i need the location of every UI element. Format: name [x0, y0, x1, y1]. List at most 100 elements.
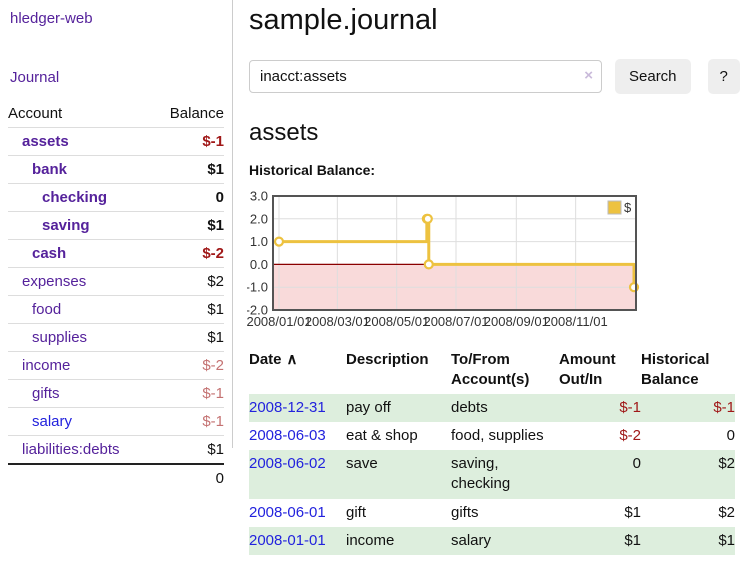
account-row: expenses $2: [8, 267, 224, 296]
account-balance: 0: [153, 183, 224, 212]
search-input[interactable]: [249, 60, 602, 93]
accounts-table: Account Balance assets $-1 bank $1 checking 0…: [8, 100, 224, 492]
account-link-liabilities-debts[interactable]: liabilities:debts: [22, 441, 120, 458]
register-header-accounts: To/From Account(s): [451, 351, 530, 389]
svg-text:1.0: 1.0: [250, 234, 268, 249]
svg-text:2008/05/01: 2008/05/01: [364, 314, 429, 329]
account-name-cell: supplies: [8, 323, 154, 352]
account-link-salary[interactable]: salary: [32, 413, 73, 430]
account-link-assets[interactable]: assets: [22, 133, 69, 150]
account-balance: $1: [153, 155, 224, 184]
transaction-accounts: food, supplies: [451, 426, 544, 444]
account-heading: assets: [249, 119, 319, 146]
svg-text:-1.0: -1.0: [247, 280, 268, 295]
account-balance: $1: [153, 435, 224, 465]
svg-text:2008/07/01: 2008/07/01: [423, 314, 488, 329]
account-row: food $1: [8, 295, 224, 324]
svg-text:2008/01/01: 2008/01/01: [247, 314, 312, 329]
account-link-gifts[interactable]: gifts: [32, 385, 60, 402]
transaction-date-link[interactable]: 2008-01-01: [249, 531, 326, 549]
sidebar-journal-link[interactable]: Journal: [10, 69, 60, 86]
account-name-cell: saving: [8, 211, 154, 240]
search-form: × Search ?: [249, 59, 740, 94]
account-name-cell: salary: [8, 407, 154, 436]
transaction-accounts: salary: [451, 531, 492, 549]
svg-text:3.0: 3.0: [250, 189, 268, 204]
account-row: salary $-1: [8, 407, 224, 436]
svg-text:2008/11/01: 2008/11/01: [544, 314, 608, 329]
register-row: 2008-06-01 gift gifts $1 $2: [249, 499, 735, 527]
transaction-amount: $-2: [619, 426, 641, 444]
account-link-bank[interactable]: bank: [32, 161, 68, 178]
account-balance: $1: [153, 295, 224, 324]
account-row: supplies $1: [8, 323, 224, 352]
main-content: sample.journal × Search ? assets Histori…: [233, 0, 742, 555]
account-name-cell: assets: [8, 127, 154, 156]
chart-svg: 3.0 2.0 1.0 0.0 -1.0 -2.02008/01/012008/03/01…: [247, 189, 640, 329]
transaction-amount: 0: [632, 455, 641, 472]
svg-text:$: $: [624, 200, 632, 215]
transaction-date-link[interactable]: 2008-06-03: [249, 426, 326, 444]
register-row: 2008-06-03 eat & shop food, supplies $-2 0: [249, 422, 735, 450]
accounts-total-value: 0: [153, 463, 224, 492]
transaction-amount: $1: [624, 531, 641, 549]
svg-text:0.0: 0.0: [250, 257, 268, 272]
account-row: cash $-2: [8, 239, 224, 268]
transaction-date-link[interactable]: 2008-12-31: [249, 398, 326, 416]
chart-label: Historical Balance:: [249, 162, 376, 178]
transaction-description: income: [346, 531, 395, 549]
transaction-date-link[interactable]: 2008-06-02: [249, 455, 326, 472]
register-header-row: Date ∧ Description To/From Account(s) Amo…: [249, 347, 735, 394]
account-row: bank $1: [8, 155, 224, 184]
register-header-balance: Historical Balance: [641, 351, 710, 389]
account-balance: $2: [153, 267, 224, 296]
transaction-balance: $-1: [713, 398, 735, 416]
app-layout: hledger-web Journal Account Balance asse…: [0, 0, 742, 555]
account-link-saving[interactable]: saving: [42, 217, 90, 234]
accounts-header-account: Account: [8, 100, 154, 128]
transaction-balance: $2: [718, 455, 735, 472]
sidebar: hledger-web Journal Account Balance asse…: [0, 0, 233, 492]
transaction-balance: $2: [718, 503, 735, 521]
transaction-accounts: saving, checking: [451, 455, 511, 493]
account-link-income[interactable]: income: [22, 357, 71, 374]
account-balance: $-1: [153, 379, 224, 408]
transaction-date-link[interactable]: 2008-06-01: [249, 503, 326, 521]
register-header-date[interactable]: Date ∧: [249, 351, 298, 368]
account-row: assets $-1: [8, 127, 224, 156]
account-name-cell: expenses: [8, 267, 154, 296]
transaction-description: gift: [346, 503, 367, 521]
account-link-food[interactable]: food: [32, 301, 62, 318]
historical-balance-chart: 3.0 2.0 1.0 0.0 -1.0 -2.0 2008/01/01 2008/03/01…: [247, 187, 643, 339]
account-link-checking[interactable]: checking: [42, 189, 108, 206]
help-button[interactable]: ?: [707, 59, 740, 94]
transaction-description: eat & shop: [346, 426, 418, 444]
account-balance: $-2: [153, 351, 224, 380]
account-link-cash[interactable]: cash: [32, 245, 67, 262]
svg-text:2008/03/01: 2008/03/01: [305, 314, 370, 329]
search-button[interactable]: Search: [615, 59, 691, 94]
clear-search-icon[interactable]: ×: [584, 67, 593, 84]
register-table: Date ∧ Description To/From Account(s) Amo…: [249, 347, 735, 555]
account-balance: $-1: [153, 127, 224, 156]
accounts-total-spacer: [8, 463, 154, 492]
transaction-amount: $1: [624, 503, 641, 521]
app-title-link[interactable]: hledger-web: [10, 10, 93, 27]
account-link-expenses[interactable]: expenses: [22, 273, 87, 290]
accounts-header-balance: Balance: [153, 100, 224, 128]
account-balance: $-2: [153, 239, 224, 268]
transaction-accounts: gifts: [451, 503, 479, 521]
transaction-balance: 0: [726, 426, 735, 444]
account-row: saving $1: [8, 211, 224, 240]
transaction-balance: $1: [718, 531, 735, 549]
account-row: income $-2: [8, 351, 224, 380]
account-row: checking 0: [8, 183, 224, 212]
register-row: 2008-01-01 income salary $1 $1: [249, 526, 735, 555]
register-header-amount: Amount Out/In: [559, 351, 616, 389]
transaction-amount: $-1: [619, 398, 641, 416]
svg-text:2.0: 2.0: [250, 211, 268, 226]
account-row: liabilities:debts $1: [8, 435, 224, 465]
account-name-cell: checking: [8, 183, 154, 212]
account-name-cell: cash: [8, 239, 154, 268]
account-link-supplies[interactable]: supplies: [32, 329, 88, 346]
